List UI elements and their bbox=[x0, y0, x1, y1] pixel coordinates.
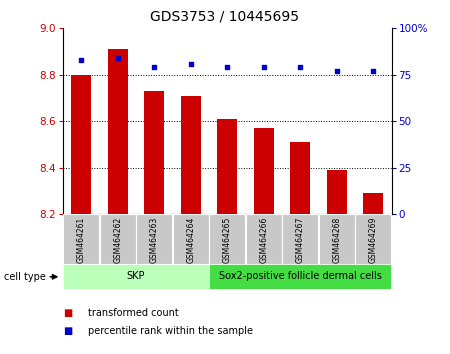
Point bbox=[151, 64, 158, 70]
Text: GSM464262: GSM464262 bbox=[113, 217, 122, 263]
Bar bbox=[144, 91, 164, 214]
Bar bbox=[246, 214, 282, 264]
Text: GSM464263: GSM464263 bbox=[150, 217, 159, 263]
Bar bbox=[290, 142, 310, 214]
Bar bbox=[363, 193, 383, 214]
Text: SKP: SKP bbox=[127, 272, 145, 281]
Bar bbox=[63, 214, 99, 264]
Text: GSM464267: GSM464267 bbox=[296, 217, 305, 263]
Text: GSM464268: GSM464268 bbox=[332, 217, 341, 263]
Text: transformed count: transformed count bbox=[88, 308, 179, 318]
Point bbox=[333, 68, 340, 74]
Text: GSM464269: GSM464269 bbox=[369, 217, 378, 263]
Bar bbox=[282, 214, 318, 264]
Bar bbox=[327, 170, 347, 214]
Bar bbox=[217, 119, 237, 214]
Point bbox=[114, 55, 122, 61]
Text: GSM464265: GSM464265 bbox=[223, 217, 232, 263]
Point bbox=[260, 64, 267, 70]
Bar bbox=[181, 96, 201, 214]
Text: ■: ■ bbox=[63, 326, 72, 336]
Text: GSM464261: GSM464261 bbox=[77, 217, 86, 263]
Text: percentile rank within the sample: percentile rank within the sample bbox=[88, 326, 253, 336]
Bar bbox=[173, 214, 209, 264]
Text: GSM464266: GSM464266 bbox=[259, 217, 268, 263]
Text: Sox2-positive follicle dermal cells: Sox2-positive follicle dermal cells bbox=[219, 272, 382, 281]
Point bbox=[369, 68, 377, 74]
Text: GDS3753 / 10445695: GDS3753 / 10445695 bbox=[150, 10, 300, 24]
Bar bbox=[209, 264, 391, 289]
Text: ■: ■ bbox=[63, 308, 72, 318]
Point bbox=[224, 64, 231, 70]
Text: cell type: cell type bbox=[4, 272, 46, 282]
Bar bbox=[136, 214, 172, 264]
Bar bbox=[209, 214, 245, 264]
Bar bbox=[356, 214, 391, 264]
Bar bbox=[319, 214, 355, 264]
Bar bbox=[71, 75, 91, 214]
Bar bbox=[100, 214, 135, 264]
Text: GSM464264: GSM464264 bbox=[186, 217, 195, 263]
Bar bbox=[63, 264, 209, 289]
Bar bbox=[108, 49, 128, 214]
Point bbox=[78, 57, 85, 63]
Point bbox=[187, 61, 194, 67]
Point bbox=[297, 64, 304, 70]
Bar bbox=[254, 128, 274, 214]
